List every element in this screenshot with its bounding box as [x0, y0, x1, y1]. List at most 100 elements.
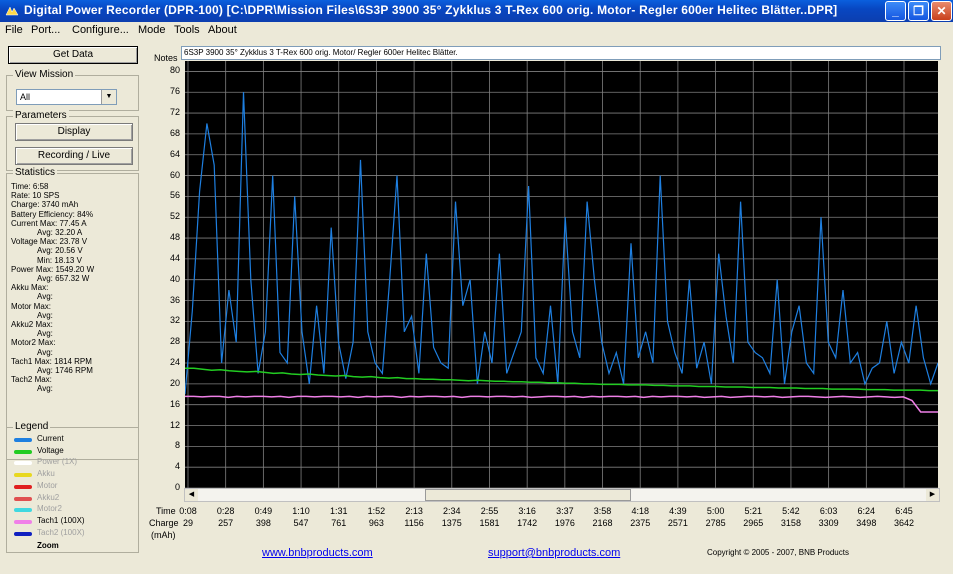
series-line-current — [184, 92, 939, 395]
time-tick-label: 2:34 — [443, 506, 461, 516]
plot-area[interactable] — [184, 61, 939, 489]
copyright-text: Copyright © 2005 - 2007, BNB Products — [707, 548, 849, 557]
menu-about[interactable]: About — [208, 24, 237, 36]
legend-label: Current — [37, 434, 64, 443]
legend-panel: Legend Current Voltage Power (1X) Akku Motor… — [6, 421, 139, 553]
legend-item[interactable]: Tach2 (100X) — [12, 528, 132, 539]
display-button[interactable]: Display — [15, 123, 133, 141]
legend-item[interactable]: Akku — [12, 469, 132, 480]
charge-tick-label: 2375 — [630, 518, 651, 528]
get-data-button[interactable]: Get Data — [8, 46, 138, 64]
legend-label: Voltage — [37, 445, 64, 455]
close-button[interactable]: ✕ — [931, 1, 952, 21]
restore-button[interactable]: ❐ — [908, 1, 929, 21]
y-tick-label: 76 — [169, 86, 180, 97]
y-tick-label: 12 — [169, 419, 180, 430]
stat-line: Motor Max: — [11, 301, 52, 311]
website-link[interactable]: www.bnbproducts.com — [262, 547, 373, 559]
legend-swatch — [14, 484, 32, 489]
view-mission-group: View Mission All ▼ — [6, 69, 139, 111]
notes-field[interactable]: 6S3P 3900 35° Zykklus 3 T-Rex 600 orig. … — [181, 46, 941, 60]
legend-item[interactable]: Tach1 (100X) — [12, 516, 132, 527]
legend-item[interactable]: Motor — [12, 481, 132, 492]
scroll-right-icon[interactable]: ▶ — [926, 489, 939, 501]
charge-tick-label: 3158 — [780, 518, 801, 528]
time-tick-label: 6:03 — [819, 506, 838, 516]
legend-label: Akku2 — [37, 492, 60, 502]
time-tick-label: 2:55 — [480, 506, 499, 516]
stat-line: Avg: — [37, 292, 53, 302]
charge-tick-label: 3642 — [893, 518, 915, 528]
zoom-label[interactable]: Zoom — [37, 541, 59, 550]
view-mission-select[interactable]: All ▼ — [16, 89, 117, 105]
y-tick-label: 68 — [169, 127, 180, 138]
stat-line: Min: 18.13 V — [37, 255, 82, 265]
y-tick-label: 56 — [169, 190, 180, 201]
time-tick-label: 1:52 — [367, 506, 386, 516]
legend-swatch — [14, 508, 32, 513]
stat-line: Tach1 Max: 1814 RPM — [11, 356, 92, 366]
statistics-panel: Statistics Time: 6:58 Rate: 10 SPS Charge:… — [6, 167, 139, 460]
y-tick-label: 64 — [169, 148, 180, 159]
time-tick-label: 5:42 — [782, 506, 800, 516]
time-tick-label: 6:24 — [857, 506, 876, 516]
stat-line: Avg: — [37, 310, 53, 320]
menu-configure[interactable]: Configure... — [72, 24, 129, 36]
sidebar: Get Data View Mission All ▼ Parameters D… — [0, 41, 143, 574]
series-line-tach1 — [185, 395, 938, 413]
stat-line: Motor2 Max: — [11, 338, 56, 348]
legend-item[interactable]: Motor2 — [12, 504, 132, 515]
horizontal-scrollbar[interactable]: ◀ ▶ — [184, 488, 940, 502]
y-tick-label: 28 — [169, 336, 180, 347]
view-mission-label: View Mission — [13, 69, 76, 80]
stat-line: Current Max: 77.45 A — [11, 218, 87, 228]
stat-line: Rate: 10 SPS — [11, 191, 60, 201]
minimize-button[interactable]: _ — [885, 1, 906, 21]
parameters-group: Parameters Display Recording / Live — [6, 110, 139, 171]
stat-line: Avg: — [37, 329, 53, 339]
time-tick-label: 3:58 — [593, 506, 612, 516]
legend-label: Tach1 (100X) — [37, 515, 85, 525]
time-tick-label: 6:45 — [895, 506, 913, 516]
menu-file[interactable]: File — [5, 24, 23, 36]
legend-item[interactable]: Akku2 — [12, 493, 132, 504]
legend-item[interactable]: Current — [12, 434, 132, 445]
menu-tools[interactable]: Tools — [174, 24, 200, 36]
menu-mode[interactable]: Mode — [138, 24, 166, 36]
y-tick-label: 4 — [174, 461, 180, 472]
legend-item[interactable]: Voltage — [12, 446, 132, 457]
charge-tick-label: 1976 — [554, 518, 575, 528]
stat-line: Akku Max: — [11, 283, 49, 293]
parameters-label: Parameters — [13, 110, 69, 121]
y-tick-label: 80 — [169, 65, 180, 76]
menu-port[interactable]: Port... — [31, 24, 61, 36]
stat-line: Avg: 657.32 W — [37, 274, 90, 283]
legend-label: Akku — [37, 469, 55, 479]
stat-line: Avg: 32.20 A — [37, 228, 83, 237]
y-tick-label: 44 — [169, 252, 180, 263]
recording-live-button[interactable]: Recording / Live — [15, 147, 133, 165]
support-link[interactable]: support@bnbproducts.com — [488, 547, 621, 559]
time-label: Time — [156, 506, 176, 516]
time-tick-label: 5:21 — [744, 506, 763, 516]
scroll-thumb[interactable] — [425, 489, 631, 501]
legend-item[interactable]: Power (1X) — [12, 457, 132, 468]
charge-tick-label: 1156 — [404, 518, 424, 528]
charge-tick-label: 398 — [255, 518, 271, 528]
time-tick-label: 3:16 — [518, 506, 536, 516]
charge-tick-label: 3498 — [856, 518, 877, 528]
charge-tick-label: 1742 — [517, 518, 538, 528]
chevron-down-icon[interactable]: ▼ — [101, 90, 116, 104]
stat-line: Avg: 1746 RPM — [37, 366, 93, 375]
y-tick-label: 52 — [169, 211, 180, 222]
series-line-voltage — [185, 367, 938, 392]
stat-line: Power Max: 1549.20 W — [11, 264, 95, 274]
scroll-left-icon[interactable]: ◀ — [185, 489, 198, 501]
legend-label: Motor2 — [37, 504, 62, 514]
y-tick-label: 32 — [169, 315, 180, 326]
time-tick-label: 0:08 — [179, 506, 197, 516]
stat-line: Avg: — [37, 347, 53, 357]
charge-tick-label: 761 — [331, 518, 347, 528]
time-tick-label: 5:00 — [706, 506, 725, 516]
charge-tick-label: 1581 — [479, 518, 500, 528]
